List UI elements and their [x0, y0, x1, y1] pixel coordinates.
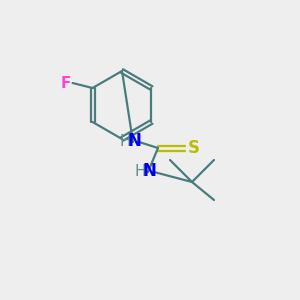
Text: H: H [119, 134, 131, 148]
Text: H: H [134, 164, 146, 178]
Text: N: N [142, 162, 156, 180]
Text: S: S [188, 139, 200, 157]
Text: F: F [60, 76, 71, 91]
Text: N: N [127, 132, 141, 150]
